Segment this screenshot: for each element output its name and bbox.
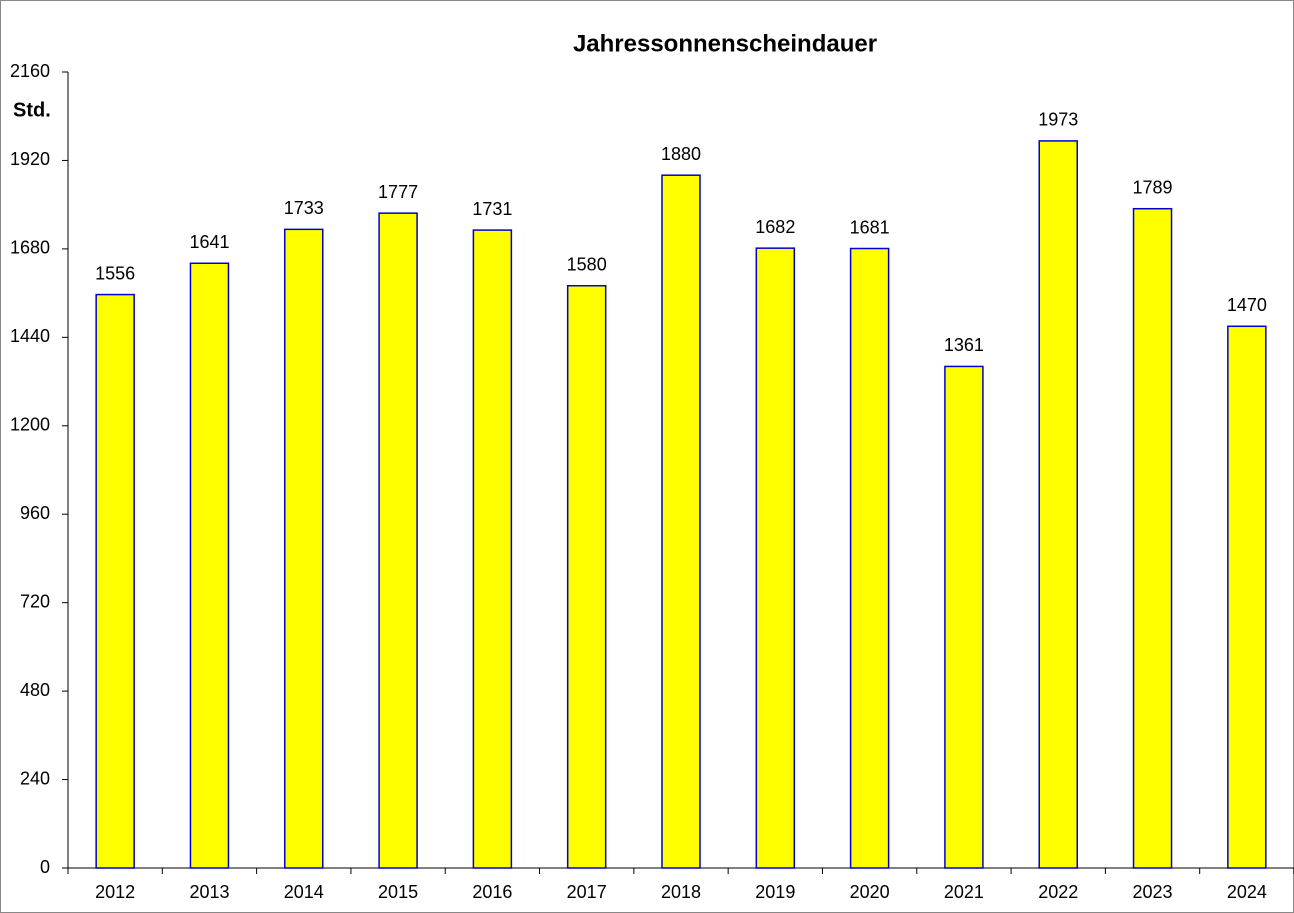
y-tick-label: 1200 [10, 415, 50, 435]
value-label: 1733 [284, 198, 324, 218]
y-tick-label: 480 [20, 680, 50, 700]
value-label: 1880 [661, 144, 701, 164]
x-tick-label: 2021 [944, 882, 984, 902]
y-tick-label: 2160 [10, 61, 50, 81]
x-tick-label: 2018 [661, 882, 701, 902]
y-tick-label: 1440 [10, 326, 50, 346]
x-tick-label: 2019 [755, 882, 795, 902]
x-tick-label: 2017 [567, 882, 607, 902]
value-label: 1777 [378, 182, 418, 202]
y-tick-label: 960 [20, 503, 50, 523]
value-label: 1470 [1227, 295, 1267, 315]
y-tick-label: 0 [40, 857, 50, 877]
y-tick-label: 720 [20, 591, 50, 611]
x-tick-label: 2020 [850, 882, 890, 902]
bar [1038, 140, 1078, 869]
bar [472, 229, 513, 869]
y-axis-label: Std. [13, 99, 51, 121]
value-label: 1361 [944, 335, 984, 355]
value-label: 1556 [95, 263, 135, 283]
bar [95, 293, 135, 869]
value-label: 1681 [850, 217, 890, 237]
bar [849, 247, 890, 869]
x-tick-label: 2024 [1227, 882, 1267, 902]
value-label: 1580 [567, 254, 607, 274]
bar [661, 174, 701, 869]
y-tick-label: 240 [20, 768, 50, 788]
x-tick-label: 2014 [284, 882, 324, 902]
y-tick-label: 1920 [10, 149, 50, 169]
x-tick-label: 2013 [189, 882, 229, 902]
x-tick-label: 2015 [378, 882, 418, 902]
bar [1227, 325, 1267, 869]
bar [566, 284, 607, 869]
x-tick-label: 2022 [1038, 882, 1078, 902]
value-label: 1789 [1133, 177, 1173, 197]
value-label: 1731 [472, 199, 512, 219]
value-label: 1682 [755, 217, 795, 237]
value-label: 1973 [1038, 110, 1078, 130]
bar [755, 247, 796, 869]
x-tick-label: 2012 [95, 882, 135, 902]
bar [944, 365, 984, 869]
y-tick-label: 1680 [10, 238, 50, 258]
bar [378, 212, 418, 869]
value-label: 1641 [189, 232, 229, 252]
chart-title: Jahressonnenscheindauer [573, 30, 877, 57]
bar [189, 262, 230, 869]
bar [284, 228, 324, 869]
bar [1132, 207, 1173, 869]
x-tick-label: 2016 [472, 882, 512, 902]
x-tick-label: 2023 [1133, 882, 1173, 902]
